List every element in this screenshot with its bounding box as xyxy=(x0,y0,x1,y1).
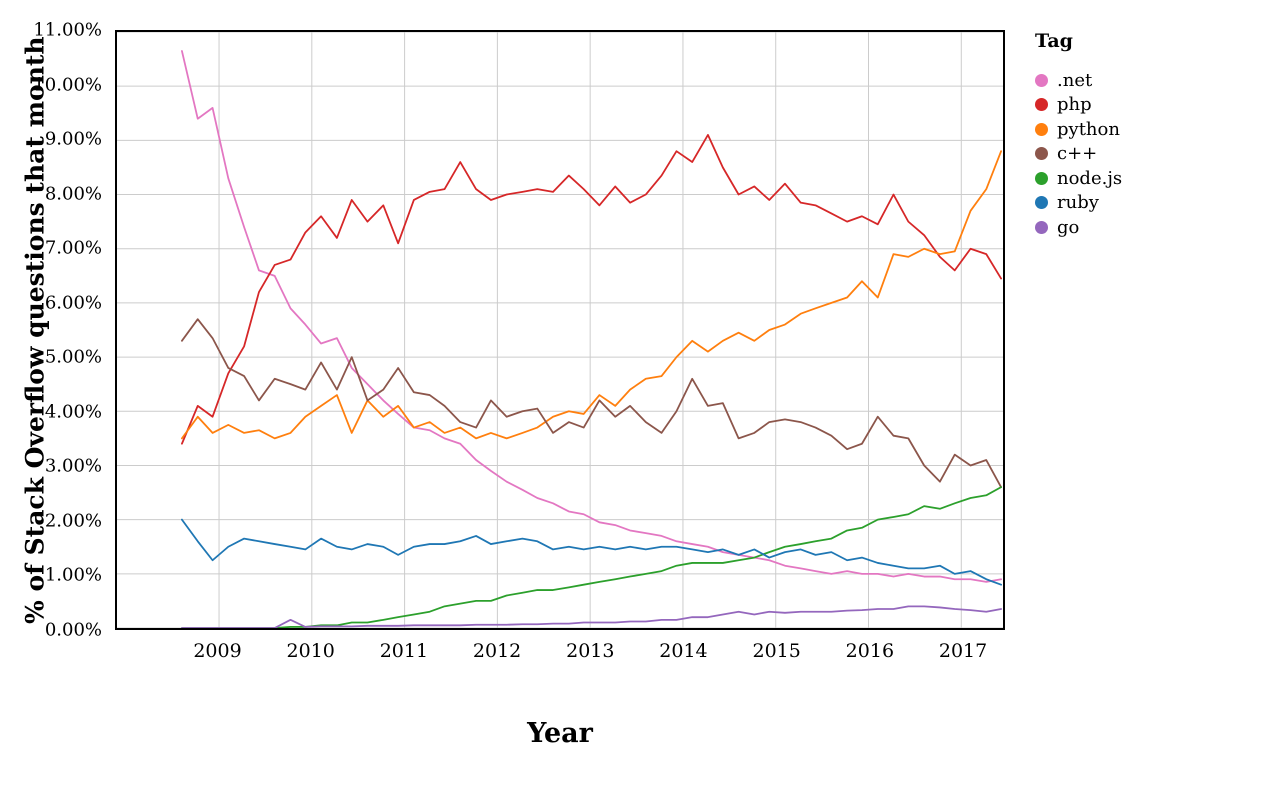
legend-items: .net php python c++ node.js ruby go xyxy=(1035,68,1122,240)
x-tick-label: 2009 xyxy=(193,640,242,662)
legend-label: python xyxy=(1057,118,1120,140)
legend-label: php xyxy=(1057,94,1092,116)
legend: Tag .net php python c++ node.js ruby go xyxy=(1035,30,1122,240)
x-tick-label: 2013 xyxy=(566,640,615,662)
y-tick-label: 10.00% xyxy=(33,74,102,96)
legend-label: .net xyxy=(1057,69,1093,91)
legend-item-c: c++ xyxy=(1035,142,1122,167)
legend-swatch-ruby xyxy=(1035,196,1048,210)
line-node-js xyxy=(181,486,1003,628)
x-tick-label: 2015 xyxy=(752,640,801,662)
x-axis-title: Year xyxy=(527,718,593,749)
y-tick-label: 0.00% xyxy=(44,619,102,641)
line-php xyxy=(181,134,1003,445)
x-axis-tick-labels: 2009 2010 2011 2012 2013 2014 2015 2016 2017 xyxy=(115,640,1005,668)
x-tick-label: 2016 xyxy=(845,640,895,662)
plot-area xyxy=(115,30,1005,630)
legend-item-node-js: node.js xyxy=(1035,166,1122,191)
y-tick-label: 2.00% xyxy=(44,510,102,532)
x-tick-label: 2011 xyxy=(379,640,429,662)
legend-label: node.js xyxy=(1057,167,1123,189)
legend-title: Tag xyxy=(1035,30,1073,52)
y-tick-label: 9.00% xyxy=(44,128,102,150)
legend-item-go: go xyxy=(1035,215,1122,240)
line-ruby xyxy=(181,518,1003,586)
legend-item-net: .net xyxy=(1035,68,1122,93)
legend-swatch-node-js xyxy=(1035,171,1048,185)
legend-label: ruby xyxy=(1057,192,1099,214)
y-tick-label: 5.00% xyxy=(44,346,102,368)
legend-swatch-php xyxy=(1035,98,1048,112)
legend-label: c++ xyxy=(1057,143,1098,165)
legend-item-python: python xyxy=(1035,117,1122,142)
line-python xyxy=(181,150,1003,440)
legend-swatch-python xyxy=(1035,122,1048,136)
line-chart-canvas xyxy=(117,32,1003,628)
legend-item-ruby: ruby xyxy=(1035,191,1122,216)
y-tick-label: 3.00% xyxy=(44,455,102,477)
legend-swatch-net xyxy=(1035,73,1048,87)
line-c xyxy=(181,318,1003,489)
y-tick-label: 8.00% xyxy=(44,183,102,205)
x-tick-label: 2014 xyxy=(659,640,708,662)
y-tick-label: 7.00% xyxy=(44,237,102,259)
y-tick-label: 4.00% xyxy=(44,401,102,423)
y-axis-tick-labels: 0.00% 1.00% 2.00% 3.00% 4.00% 5.00% 6.00% 7.00%… xyxy=(0,20,108,641)
x-tick-label: 2010 xyxy=(286,640,335,662)
x-tick-label: 2017 xyxy=(938,640,988,662)
y-tick-label: 6.00% xyxy=(44,292,102,314)
x-tick-label: 2012 xyxy=(472,640,522,662)
line-net xyxy=(181,50,1003,583)
legend-swatch-c xyxy=(1035,147,1048,161)
line-go xyxy=(181,605,1003,628)
y-tick-label: 1.00% xyxy=(44,564,102,586)
legend-item-php: php xyxy=(1035,93,1122,118)
y-tick-label: 11.00% xyxy=(33,19,102,41)
legend-label: go xyxy=(1057,216,1080,238)
legend-swatch-go xyxy=(1035,220,1048,234)
